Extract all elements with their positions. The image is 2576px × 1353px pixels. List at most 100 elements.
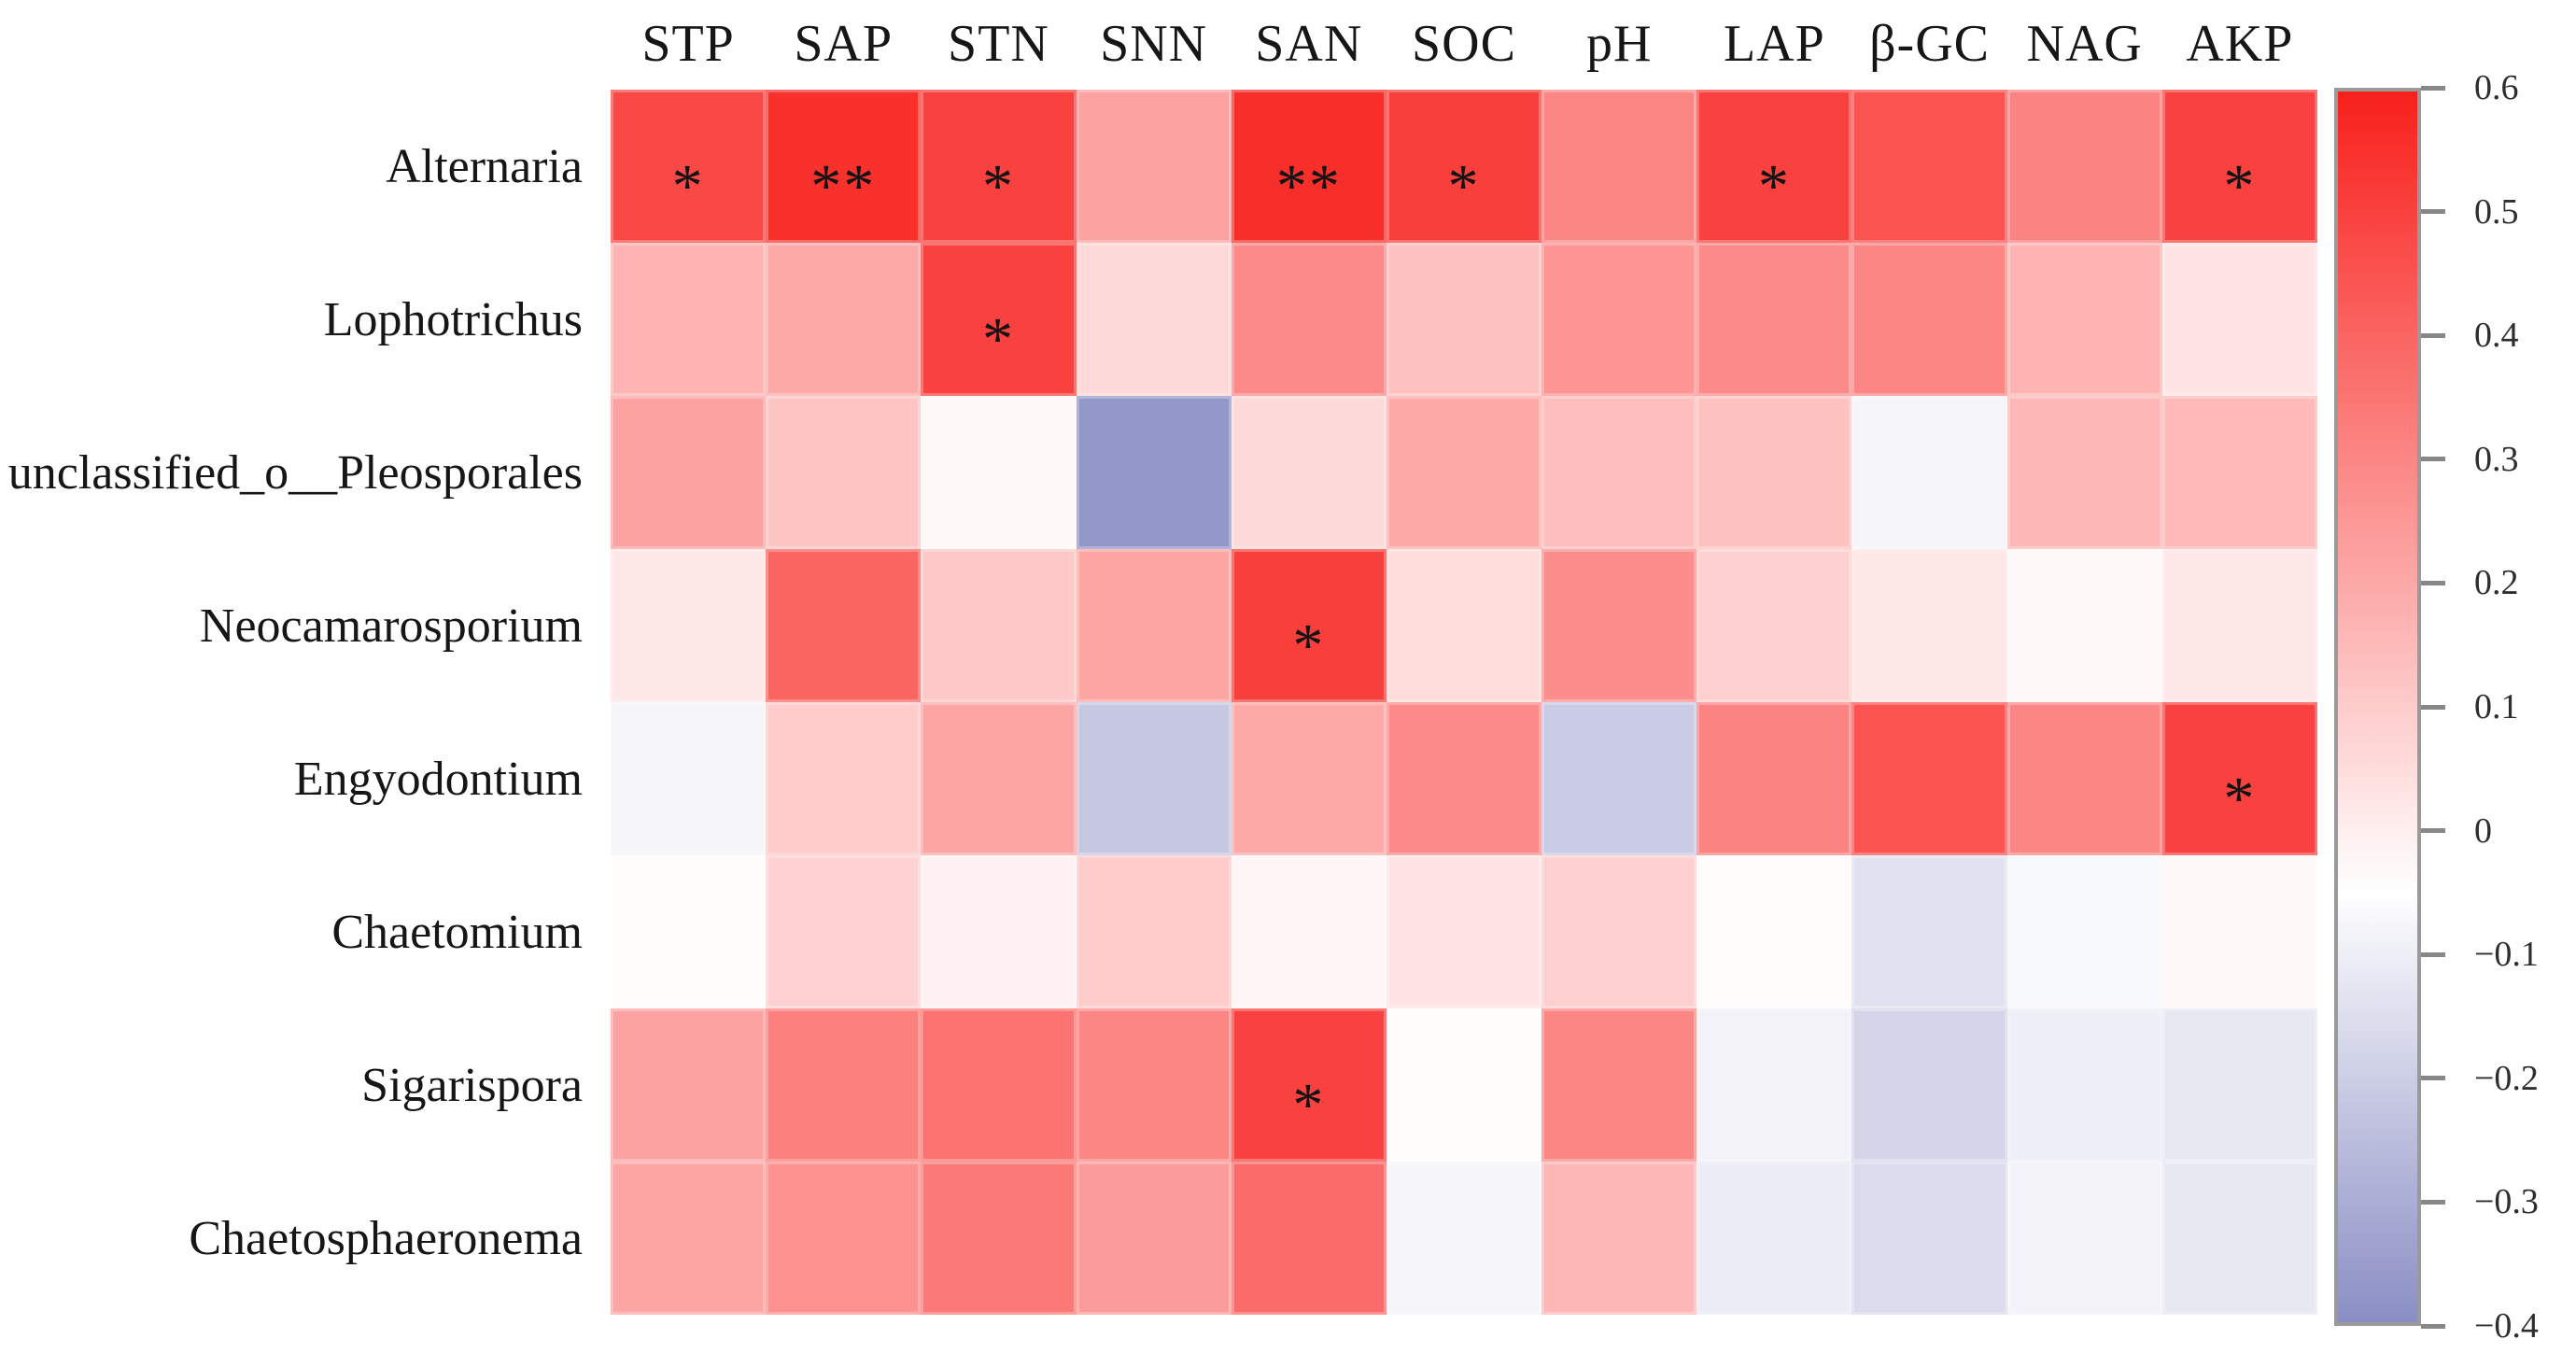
heatmap-grid: * ** * ** * * * * * * * xyxy=(611,90,2317,1315)
column-header: AKP xyxy=(2186,15,2294,73)
row-label: Chaetomium xyxy=(331,905,583,959)
heatmap-cell: ** xyxy=(1231,90,1387,243)
heatmap-cell xyxy=(1696,855,1852,1008)
colorbar-tick-label: −0.2 xyxy=(2474,1058,2539,1098)
heatmap-cell xyxy=(611,702,767,855)
heatmap-cell xyxy=(1076,1008,1232,1162)
heatmap-cell xyxy=(1851,243,2007,396)
row-label: Engyodontium xyxy=(293,752,583,806)
colorbar-tick xyxy=(2421,828,2445,834)
colorbar-tick xyxy=(2421,1076,2445,1081)
heatmap-cell xyxy=(1541,549,1697,702)
heatmap-cell xyxy=(611,1162,767,1315)
colorbar-tick-label: 0.6 xyxy=(2474,68,2519,107)
colorbar-tick-label: 0.3 xyxy=(2474,439,2519,479)
heatmap-cell xyxy=(1541,396,1697,549)
heatmap-cell xyxy=(2006,1162,2162,1315)
column-header: β-GC xyxy=(1869,15,1990,73)
heatmap-cell: * xyxy=(1231,1008,1387,1162)
heatmap-cell xyxy=(611,549,767,702)
column-header: SOC xyxy=(1412,15,1516,73)
colorbar-gradient xyxy=(2338,92,2417,1322)
column-header: SAP xyxy=(794,15,894,73)
heatmap-cell xyxy=(766,243,922,396)
heatmap-cell xyxy=(1076,90,1232,243)
column-header: STN xyxy=(948,15,1049,73)
heatmap-cell xyxy=(1541,702,1697,855)
colorbar-tick-label: 0.2 xyxy=(2474,563,2519,603)
heatmap-cell xyxy=(611,855,767,1008)
heatmap-cell xyxy=(1076,396,1232,549)
heatmap-cell xyxy=(1851,702,2007,855)
heatmap-cell xyxy=(2006,549,2162,702)
heatmap-cell xyxy=(1076,1162,1232,1315)
heatmap-cell xyxy=(1696,243,1852,396)
heatmap-cell xyxy=(1386,1162,1542,1315)
heatmap-cell xyxy=(2006,243,2162,396)
heatmap-cell xyxy=(1851,396,2007,549)
heatmap-cell xyxy=(1231,396,1387,549)
heatmap-cell xyxy=(2161,1008,2317,1162)
heatmap-cell: * xyxy=(2161,90,2317,243)
heatmap-cell: * xyxy=(921,243,1077,396)
heatmap-cell xyxy=(1851,1008,2007,1162)
column-header: NAG xyxy=(2026,15,2143,73)
colorbar-tick-label: −0.4 xyxy=(2474,1306,2539,1346)
heatmap-cell xyxy=(766,1008,922,1162)
column-header: SNN xyxy=(1100,15,1208,73)
heatmap-cell xyxy=(1851,90,2007,243)
heatmap-cell xyxy=(1696,549,1852,702)
heatmap-cell xyxy=(1076,549,1232,702)
heatmap-cell xyxy=(2161,243,2317,396)
heatmap-cell xyxy=(1231,243,1387,396)
heatmap-cell xyxy=(921,855,1077,1008)
heatmap-cell xyxy=(766,1162,922,1315)
heatmap-cell: ** xyxy=(766,90,922,243)
colorbar xyxy=(2334,88,2421,1326)
heatmap-cell: * xyxy=(1386,90,1542,243)
column-header: LAP xyxy=(1723,15,1825,73)
heatmap-cell xyxy=(1386,1008,1542,1162)
heatmap-cell xyxy=(1076,702,1232,855)
column-header: pH xyxy=(1585,15,1653,73)
heatmap-cell xyxy=(921,396,1077,549)
heatmap-cell xyxy=(2006,1008,2162,1162)
heatmap-cell xyxy=(2161,396,2317,549)
heatmap-cell xyxy=(921,549,1077,702)
heatmap-cell xyxy=(1386,549,1542,702)
heatmap-cell: * xyxy=(921,90,1077,243)
colorbar-tick-label: 0 xyxy=(2474,810,2492,851)
heatmap-cell xyxy=(1851,855,2007,1008)
colorbar-tick-label: −0.3 xyxy=(2474,1182,2539,1222)
heatmap-cell: * xyxy=(1231,549,1387,702)
colorbar-tick xyxy=(2421,332,2445,338)
colorbar-tick-label: 0.5 xyxy=(2474,191,2519,232)
heatmap-cell xyxy=(921,1008,1077,1162)
heatmap-cell xyxy=(1386,702,1542,855)
heatmap-cell xyxy=(1076,243,1232,396)
heatmap-cell xyxy=(611,243,767,396)
heatmap-cell xyxy=(2161,855,2317,1008)
heatmap-cell xyxy=(1851,1162,2007,1315)
colorbar-tick-label: −0.1 xyxy=(2474,935,2539,975)
colorbar-tick xyxy=(2421,1199,2445,1205)
heatmap-cell xyxy=(2161,549,2317,702)
colorbar-tick xyxy=(2421,951,2445,957)
colorbar-tick xyxy=(2421,457,2445,462)
heatmap-cell xyxy=(2006,855,2162,1008)
colorbar-tick xyxy=(2421,704,2445,710)
heatmap-cell xyxy=(766,396,922,549)
heatmap-cell xyxy=(921,1162,1077,1315)
heatmap-cell xyxy=(1541,90,1697,243)
heatmap-cell xyxy=(766,702,922,855)
heatmap-cell xyxy=(2006,396,2162,549)
heatmap-cell xyxy=(1696,1162,1852,1315)
heatmap-cell xyxy=(2161,1162,2317,1315)
heatmap-cell xyxy=(1386,396,1542,549)
heatmap-cell xyxy=(2006,702,2162,855)
row-label: Lophotrichus xyxy=(323,292,583,346)
row-label: Sigarispora xyxy=(361,1058,583,1112)
colorbar-tick xyxy=(2421,85,2445,91)
heatmap-cell xyxy=(1076,855,1232,1008)
